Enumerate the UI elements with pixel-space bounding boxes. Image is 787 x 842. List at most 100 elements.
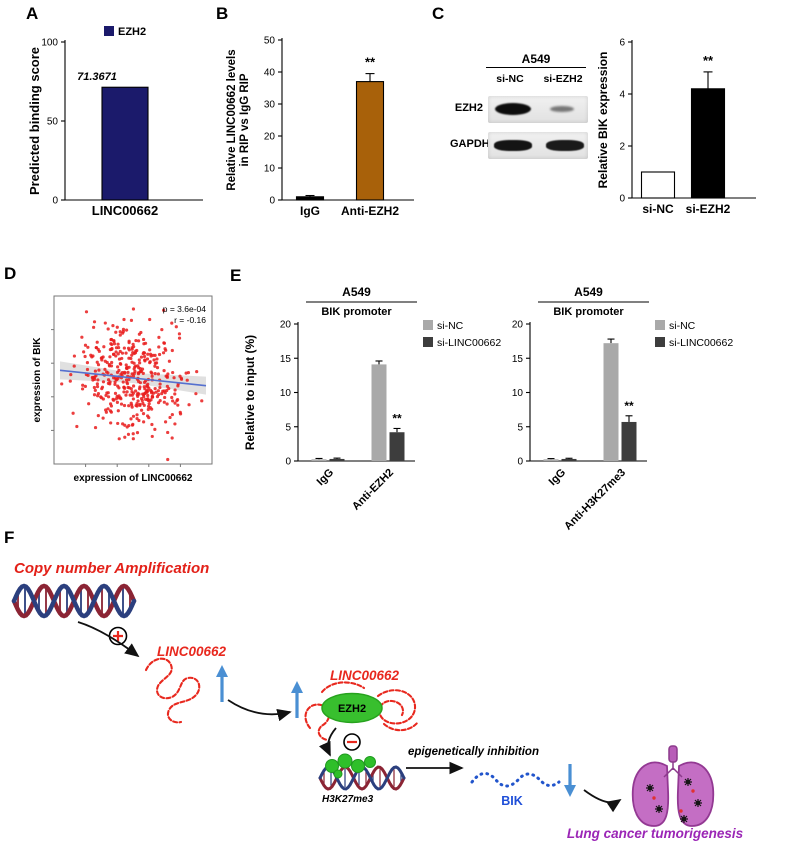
y-tick-label: 10 (264, 164, 276, 175)
circle (72, 364, 76, 368)
circle (104, 410, 108, 414)
bar-Anti-H3K27me3-si-NC (603, 343, 619, 461)
circle (158, 382, 162, 386)
circle (122, 317, 126, 322)
circle (92, 320, 97, 324)
circle (200, 399, 204, 403)
chart-title: A549 (342, 285, 371, 299)
minus-circle-icon (343, 733, 361, 751)
circle (167, 386, 171, 391)
circle (116, 365, 120, 369)
legend-swatch (423, 320, 433, 330)
circle (145, 357, 150, 361)
circle (116, 342, 120, 346)
circle (162, 341, 167, 345)
circle (157, 352, 162, 357)
y-tick-label: 6 (619, 38, 625, 49)
circle (83, 384, 88, 389)
bar-IgG-si-LINC00662 (329, 458, 345, 461)
circle (146, 389, 150, 393)
circle (125, 328, 129, 332)
circle (160, 328, 164, 332)
circle (176, 403, 180, 407)
circle (122, 346, 126, 350)
circle (97, 368, 101, 372)
circle (138, 367, 142, 371)
circle (141, 371, 145, 375)
tumor-icon (680, 815, 688, 823)
circle (127, 341, 131, 345)
circle (113, 391, 118, 395)
circle (72, 354, 77, 358)
y-tick-label: 5 (517, 422, 523, 433)
epigenetic-inhibition-label: epigenetically inhibition (408, 746, 539, 758)
circle (125, 390, 129, 394)
arrow-linc-to-ezh2-complex (227, 699, 292, 722)
circle (150, 391, 154, 395)
circle (109, 421, 113, 425)
circle (150, 374, 154, 378)
bar-IgG-si-NC (311, 459, 327, 461)
circle (155, 365, 160, 370)
circle (138, 403, 142, 408)
bar-si-EZH2 (690, 88, 726, 199)
significance-label: ** (392, 411, 402, 425)
x-category-label: IgG (315, 467, 336, 488)
panel-label-d: D (4, 264, 17, 283)
circle (146, 393, 150, 398)
circle (117, 386, 121, 390)
circle (170, 436, 174, 440)
circle (95, 385, 100, 389)
y-tick-label: 40 (264, 68, 276, 79)
arrow-complex-to-chromatin (319, 727, 337, 757)
circle (173, 401, 177, 405)
tumor-icon (684, 778, 692, 786)
circle (93, 425, 98, 430)
circle (173, 422, 177, 426)
legend-swatch (104, 26, 114, 36)
circle (130, 423, 135, 427)
linc00662-rna-squiggle-1 (144, 657, 201, 724)
circle (157, 335, 161, 339)
y-tick-label: 0 (285, 457, 291, 468)
circle (123, 371, 127, 375)
panel-label-e: E (230, 266, 242, 285)
circle (151, 353, 155, 357)
circle (117, 437, 121, 441)
legend-label: si-NC (437, 320, 464, 332)
circle (136, 372, 141, 376)
circle (161, 389, 165, 393)
circle (109, 337, 114, 342)
blot-band-gapdh-si-ezh2 (546, 140, 584, 151)
circle (163, 420, 168, 424)
circle (135, 431, 140, 435)
circle (103, 367, 107, 371)
circle (122, 390, 126, 394)
down-arrow-icon (564, 764, 576, 797)
circle (92, 393, 97, 397)
circle (85, 367, 90, 372)
chart-title: A549 (574, 285, 603, 299)
legend-swatch (423, 337, 433, 347)
circle (113, 380, 117, 384)
circle (157, 345, 161, 349)
circle (129, 318, 134, 323)
circle (160, 392, 164, 396)
legend-swatch (655, 337, 665, 347)
circle (142, 342, 146, 346)
circle (130, 403, 134, 407)
panel-c-western-blot: A549 si-NC si-EZH2 EZH2 GAPDH (450, 52, 622, 164)
plot-frame (53, 295, 213, 465)
circle (129, 417, 133, 421)
linc00662-label-1: LINC00662 (157, 644, 227, 659)
circle (105, 391, 109, 395)
circle (96, 392, 101, 396)
dna-strand (318, 765, 406, 791)
chart-subtitle: BIK promoter (553, 306, 624, 318)
circle (119, 397, 123, 401)
copy-number-amplification-label: Copy number Amplification (14, 560, 209, 577)
y-tick-label: 50 (264, 36, 276, 47)
circle (153, 386, 157, 391)
circle (186, 370, 191, 375)
circle (150, 395, 154, 399)
